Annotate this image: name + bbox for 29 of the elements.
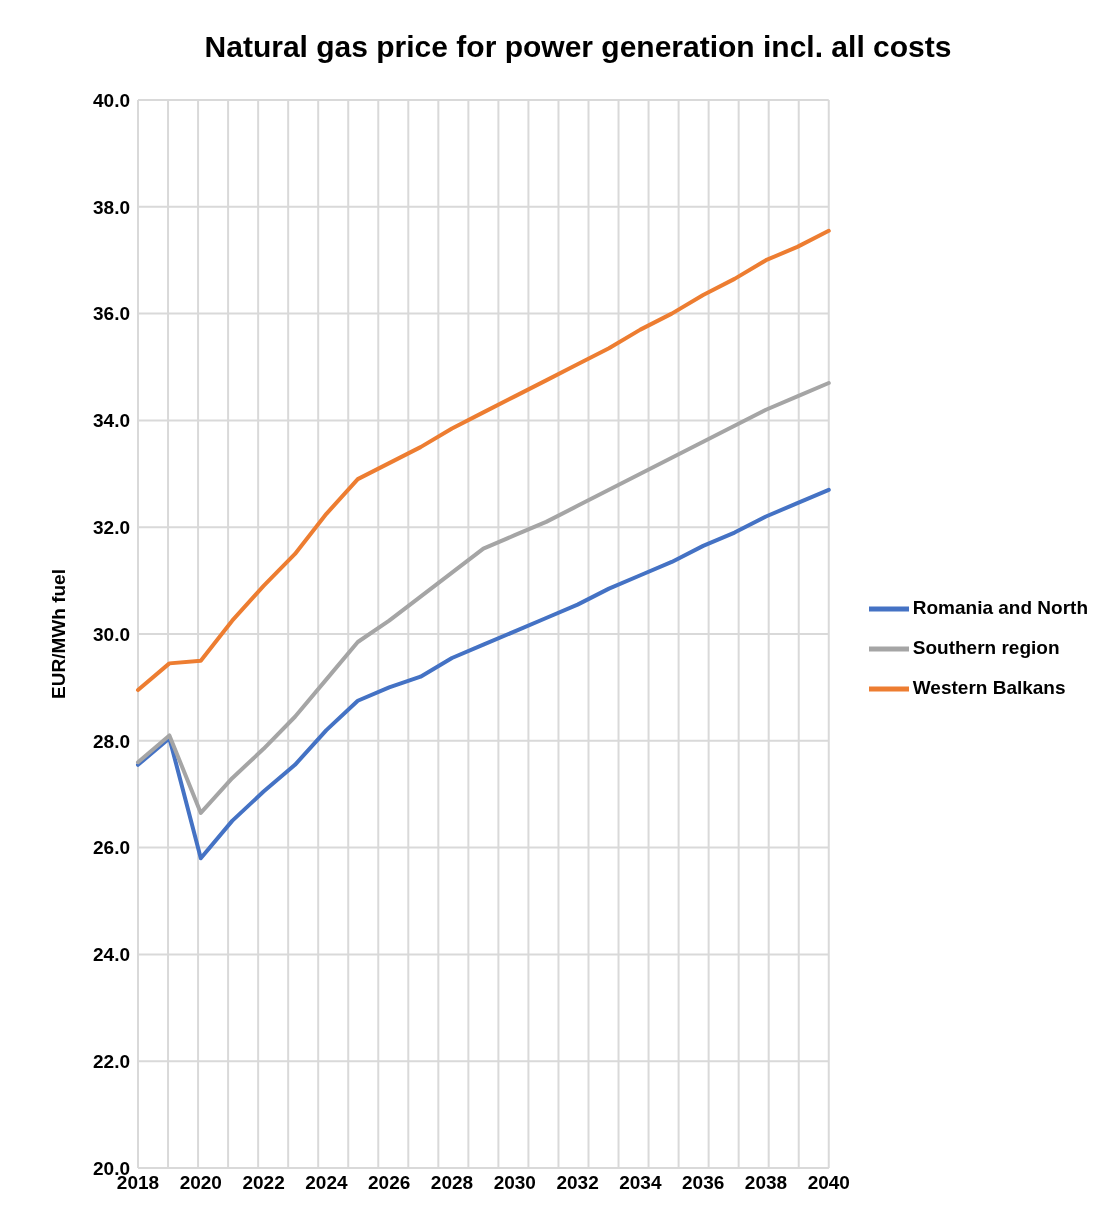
x-tick-label: 2038 <box>744 1172 788 1194</box>
y-tick-label: 28.0 <box>93 730 130 752</box>
y-tick-label: 38.0 <box>93 196 130 218</box>
x-tick-label: 2034 <box>619 1172 662 1194</box>
y-tick-label: 26.0 <box>93 837 130 859</box>
x-tick-label: 2040 <box>807 1172 850 1194</box>
x-tick-label: 2032 <box>556 1172 599 1194</box>
x-tick-label: 2026 <box>368 1172 411 1194</box>
y-tick-label: 32.0 <box>93 516 130 538</box>
chart-title: Natural gas price for power generation incl. all costs <box>203 29 953 65</box>
y-tick-label: 36.0 <box>93 303 130 325</box>
y-tick-label: 22.0 <box>93 1050 130 1072</box>
y-tick-label: 34.0 <box>93 410 130 432</box>
y-tick-label: 40.0 <box>93 89 130 111</box>
line-series <box>136 381 831 815</box>
x-tick-label: 2036 <box>682 1172 725 1194</box>
legend-label: Romania and North <box>912 597 1088 619</box>
line-series <box>136 487 831 861</box>
legend-label: Western Balkans <box>912 677 1066 699</box>
y-axis-title: EUR/MWh fuel <box>47 569 69 699</box>
x-tick-label: 2022 <box>242 1172 285 1194</box>
line-series <box>136 228 831 693</box>
y-tick-label: 30.0 <box>93 623 130 645</box>
x-tick-label: 2028 <box>430 1172 474 1194</box>
x-tick-label: 2024 <box>305 1172 348 1194</box>
x-tick-label: 2030 <box>493 1172 536 1194</box>
y-tick-label: 24.0 <box>93 944 130 966</box>
x-tick-label: 2020 <box>179 1172 222 1194</box>
legend-label: Southern region <box>912 637 1060 659</box>
